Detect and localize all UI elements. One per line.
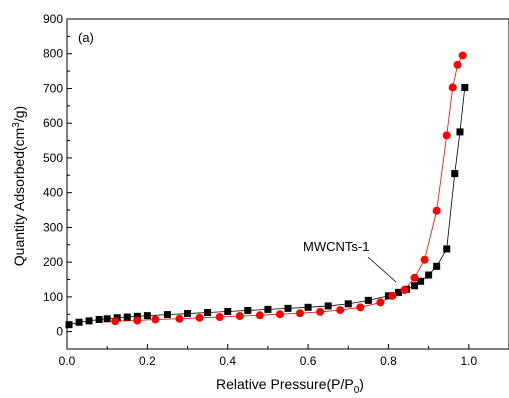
data-point-square [417, 277, 425, 285]
y-tick-label: 800 [43, 47, 63, 61]
y-tick-label: 300 [43, 220, 63, 234]
data-point-square [411, 282, 419, 290]
x-axis-title-close: ) [359, 376, 364, 392]
annotation-pointer [367, 256, 397, 283]
data-point-square [384, 292, 392, 300]
axis-ticks: 0.0 0.2 0.4 0.6 0.8 1.0 0 100 200 300 400 500 600 700… [43, 12, 509, 368]
y-tick-label: 900 [43, 12, 63, 26]
y-axis-title-superscript: 3 [11, 122, 22, 128]
data-point-square [103, 315, 111, 323]
x-axis-title-main: Relative Pressure(P/P [216, 376, 354, 392]
data-point-square [224, 307, 232, 315]
data-point-circle [420, 255, 429, 264]
data-point-square [65, 321, 73, 329]
data-point-square [395, 288, 402, 296]
data-point-circle [388, 291, 397, 300]
series-markers [65, 51, 469, 329]
y-tick-label: 400 [43, 186, 63, 200]
panel-label: (a) [78, 30, 94, 45]
series-lines [68, 55, 466, 326]
data-point-circle [442, 131, 451, 140]
data-point-circle [356, 303, 365, 312]
data-point-square [433, 262, 441, 270]
y-tick-label: 200 [43, 255, 63, 269]
data-point-square [451, 170, 459, 178]
data-point-square [85, 317, 93, 325]
y-tick-label: 500 [43, 151, 63, 165]
y-axis-title-main: Quantity Adsorbed(cm [11, 128, 27, 267]
plot-frame [66, 18, 509, 350]
y-tick-label: 0 [56, 325, 63, 339]
data-point-circle [195, 313, 204, 322]
data-point-square [163, 311, 171, 319]
data-point-circle [453, 60, 462, 69]
data-point-square [244, 306, 252, 314]
data-point-square [264, 305, 272, 313]
data-point-circle [336, 306, 345, 315]
data-point-circle [111, 317, 120, 326]
data-point-circle [235, 312, 244, 320]
x-tick-label: 0.2 [139, 354, 156, 368]
data-point-square [364, 296, 372, 304]
data-point-square [304, 303, 312, 311]
data-point-circle [448, 83, 457, 92]
data-point-square [284, 304, 292, 312]
x-tick-label: 0.4 [219, 354, 236, 368]
data-point-circle [215, 313, 224, 322]
data-point-circle [316, 307, 325, 316]
data-point-square [184, 310, 192, 318]
data-point-square [344, 300, 352, 308]
data-point-square [461, 83, 469, 91]
data-point-circle [175, 314, 184, 323]
x-tick-label: 0.0 [59, 354, 76, 368]
data-point-circle [151, 315, 160, 324]
series-line-1 [115, 55, 464, 322]
x-axis-title-subscript: 0 [354, 385, 360, 396]
data-point-circle [410, 273, 419, 282]
y-tick-label: 700 [43, 81, 63, 95]
data-point-circle [432, 206, 441, 215]
data-point-circle [400, 285, 409, 294]
data-point-square [133, 312, 141, 320]
data-point-square [75, 318, 83, 326]
data-point-square [204, 309, 212, 317]
data-point-circle [458, 51, 467, 60]
x-tick-label: 1.0 [460, 354, 477, 368]
data-point-square [443, 245, 451, 253]
y-tick-label: 100 [43, 290, 63, 304]
data-point-circle [296, 309, 305, 318]
data-point-circle [376, 298, 385, 307]
y-axis-title-unit: /g) [11, 106, 27, 122]
data-point-square [425, 271, 433, 279]
data-point-square [123, 313, 131, 321]
x-tick-label: 0.8 [380, 354, 397, 368]
x-axis-title: Relative Pressure(P/P0) [216, 376, 364, 396]
data-point-square [95, 315, 103, 323]
data-point-square [143, 312, 151, 320]
data-point-square [113, 314, 121, 322]
y-tick-label: 600 [43, 116, 63, 130]
annotation-label: MWCNTs-1 [303, 239, 369, 254]
data-point-square [456, 128, 464, 136]
y-axis-title: Quantity Adsorbed(cm3/g) [11, 106, 27, 266]
data-point-circle [275, 310, 284, 319]
data-point-circle [255, 311, 264, 320]
x-tick-label: 0.6 [300, 354, 317, 368]
data-point-square [324, 302, 332, 310]
data-point-circle [133, 316, 142, 325]
